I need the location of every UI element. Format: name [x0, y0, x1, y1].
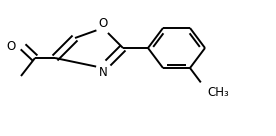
Text: N: N [99, 66, 107, 79]
Text: CH₃: CH₃ [207, 86, 229, 99]
Text: O: O [98, 17, 108, 30]
Text: O: O [7, 40, 16, 53]
